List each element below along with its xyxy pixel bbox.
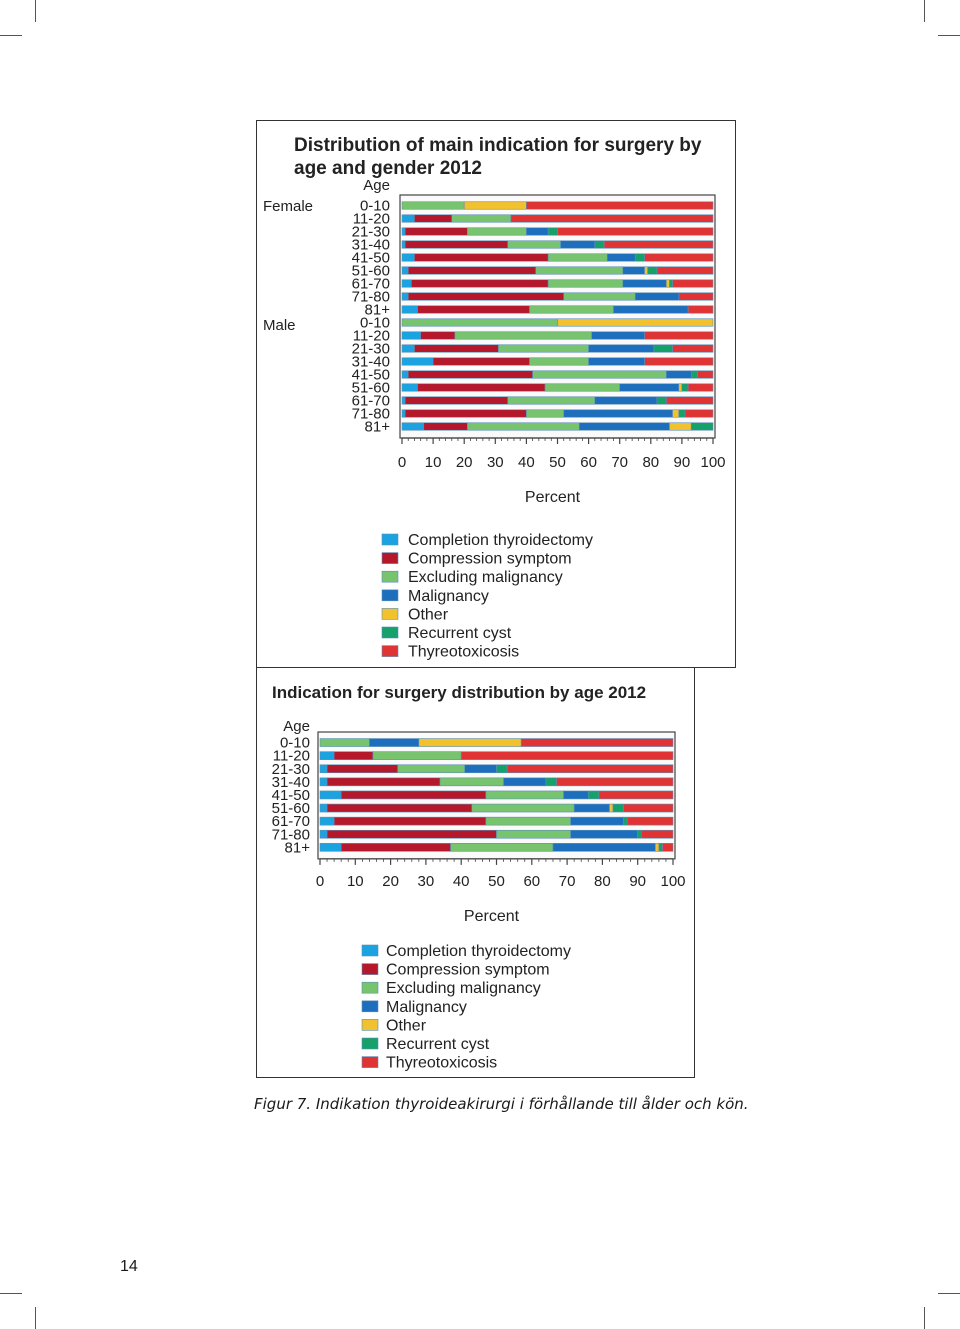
chart-panel-gender — [256, 120, 736, 668]
crop-mark — [938, 35, 960, 36]
page-number: 14 — [120, 1258, 138, 1275]
chart-panel-age — [256, 667, 695, 1078]
crop-mark — [35, 0, 36, 22]
crop-mark — [924, 1307, 925, 1329]
crop-mark — [938, 1293, 960, 1294]
crop-mark — [0, 35, 22, 36]
crop-mark — [924, 0, 925, 22]
crop-mark — [0, 1293, 22, 1294]
chart-title-gender: Distribution of main indication for surg… — [294, 135, 702, 179]
crop-mark — [35, 1307, 36, 1329]
figure-caption: Figur 7. Indikation thyroideakirurgi i f… — [254, 1095, 749, 1113]
chart-title-age: Indication for surgery distribution by a… — [272, 683, 647, 702]
